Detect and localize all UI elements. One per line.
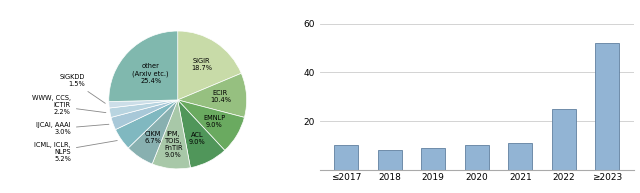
Text: ICML, ICLR,
NLPS
5.2%: ICML, ICLR, NLPS 5.2% [35,141,117,162]
Wedge shape [109,100,178,108]
Text: ECIR
10.4%: ECIR 10.4% [210,91,231,103]
Wedge shape [109,31,178,102]
Bar [334,146,358,170]
Wedge shape [152,100,191,169]
Text: IJCAI, AAAI
3.0%: IJCAI, AAAI 3.0% [36,122,109,135]
Text: WWW, CCS,
ICTIR
2.2%: WWW, CCS, ICTIR 2.2% [32,96,106,115]
Bar [508,143,532,170]
Wedge shape [178,100,244,150]
Text: IPM,
TOIS,
FnTIR
9.0%: IPM, TOIS, FnTIR 9.0% [164,131,182,158]
Wedge shape [178,73,246,117]
Text: CIKM
6.7%: CIKM 6.7% [145,131,161,144]
Bar [465,146,489,170]
Wedge shape [115,100,178,148]
Bar [378,150,402,170]
Wedge shape [178,100,225,168]
Text: SIGIR
18.7%: SIGIR 18.7% [191,58,212,71]
Text: EMNLP
9.0%: EMNLP 9.0% [204,115,225,128]
Bar [421,148,445,170]
Text: SIGKDD
1.5%: SIGKDD 1.5% [60,74,106,103]
Wedge shape [128,100,178,164]
Wedge shape [111,100,178,130]
Bar [552,109,576,170]
Text: ACL
9.0%: ACL 9.0% [189,132,205,145]
Wedge shape [178,31,241,100]
Text: other
(Arxiv etc.)
25.4%: other (Arxiv etc.) 25.4% [132,63,169,84]
Wedge shape [109,100,178,117]
Bar [595,43,620,170]
